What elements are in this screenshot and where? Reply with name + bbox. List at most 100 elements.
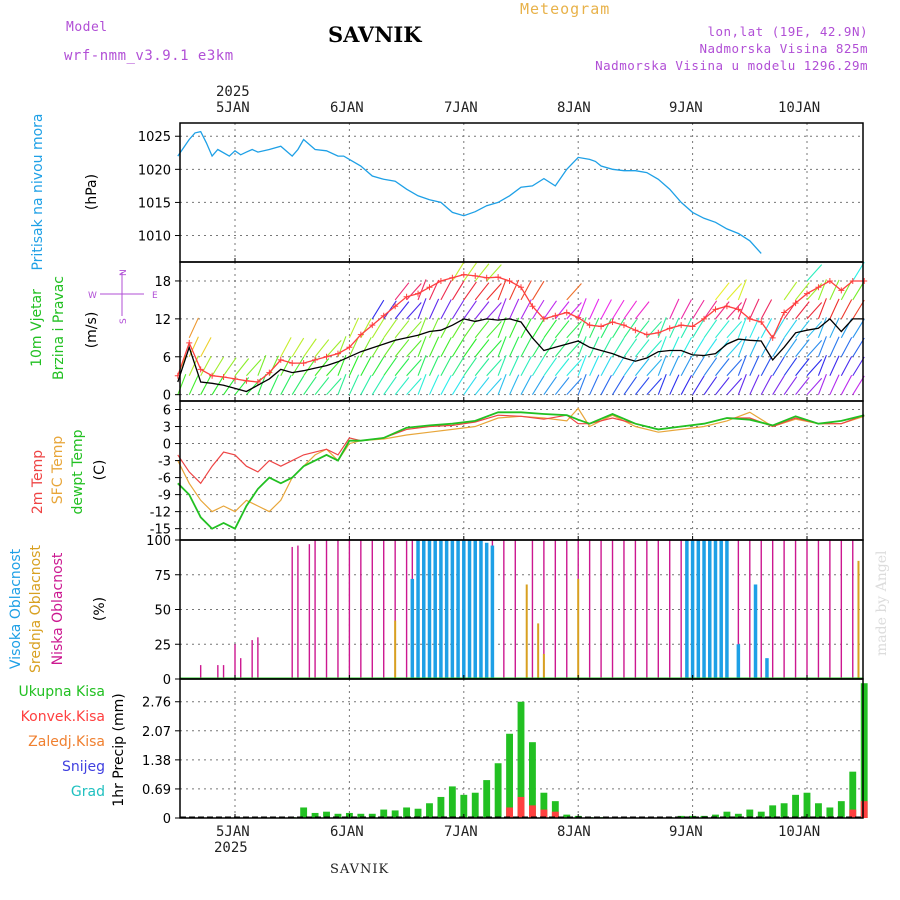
wind-arrow [817, 279, 827, 301]
cloud-bar-niska-oblacnost [657, 540, 659, 679]
wind-gust-marker [334, 350, 341, 357]
wind-gust-marker [575, 314, 582, 321]
cloud-bar-niska-oblacnost [623, 540, 625, 679]
wind-gust-marker [746, 315, 753, 322]
wind-arrow [737, 298, 747, 320]
cloud-bar-niska-oblacnost [199, 665, 202, 679]
conv-precip-bar [551, 811, 559, 818]
wind-arrow [600, 356, 612, 376]
cloud-bar-visoka-oblacnost [462, 540, 466, 679]
sfc-temp-ylabel: SFC Temp [50, 436, 66, 505]
wind-gust-marker [712, 306, 719, 313]
wind-arrow [200, 356, 212, 376]
cloud-bar-visoka-oblacnost [702, 540, 706, 679]
wind-arrow [772, 375, 785, 395]
wind-unit-label: (m/s) [84, 312, 100, 349]
pressure-ytick-label-1: 1015 [138, 196, 171, 211]
cloud-bar-niska-oblacnost [600, 540, 602, 679]
temperature-ytick-label-5: 0 [163, 438, 171, 453]
wind-arrow [737, 317, 747, 339]
wind-arrow [326, 377, 342, 396]
cloud-bar-niska-oblacnost [852, 540, 854, 679]
temperature-ytick-label-0: -15 [150, 523, 171, 538]
wind-arrow [623, 338, 638, 358]
cloud-bar-visoka-oblacnost [450, 540, 455, 679]
wind-gust-marker [632, 327, 639, 334]
precip-bar [815, 803, 822, 818]
wind-arrow [715, 358, 730, 377]
temperature-ytick-label-4: -3 [158, 455, 171, 470]
wind-arrow [280, 375, 292, 395]
temperature-ytick-label-2: -9 [158, 489, 171, 504]
wind-arrow [669, 298, 680, 320]
pressure-ylabel: Pritisak na nivou mora [30, 113, 46, 270]
wind-arrow [543, 300, 557, 320]
wind-arrow [840, 337, 853, 358]
wind-arrow [211, 375, 225, 395]
wind-arrow [383, 338, 397, 358]
cloud-bar-niska-oblacnost [680, 540, 682, 679]
wind-arrow [669, 355, 680, 376]
wind-arrow [817, 298, 827, 320]
wind-arrow [486, 302, 502, 320]
cloud-bar-visoka-oblacnost [719, 540, 723, 679]
wind-arrow [531, 337, 545, 358]
wind-arrow [817, 373, 827, 395]
wind-arrow [749, 355, 760, 376]
cloud-bar-niska-oblacnost [531, 540, 534, 679]
day-label-bottom-3: 7JAN [444, 824, 478, 840]
wind-arrow [531, 280, 545, 301]
cloud-bar-niska-oblacnost [325, 540, 328, 679]
wind-arrow [246, 358, 262, 377]
wind-gust-marker [449, 274, 456, 281]
precip-bar [837, 801, 845, 818]
day-label-top-2: 6JAN [330, 100, 364, 116]
conv-precip-bar [540, 809, 548, 818]
wind-gust-marker [723, 303, 730, 310]
wind-arrow [726, 358, 743, 377]
wind-arrow [726, 283, 743, 301]
precip-bar [323, 811, 330, 818]
clouds-ytick-label-2: 50 [154, 604, 171, 619]
wind-arrow [451, 375, 465, 395]
wind-arrow [428, 298, 440, 320]
wind-arrow [474, 282, 490, 301]
wind-arrow [817, 336, 827, 357]
wind-arrow [554, 320, 570, 339]
precip-bar [746, 809, 754, 818]
wind-arrow [783, 357, 798, 377]
wind-gust-marker [598, 323, 605, 330]
wind-arrow [394, 339, 410, 358]
cloud-bar-niska-oblacnost [251, 640, 253, 679]
wind-arrow [394, 358, 410, 377]
footer-station: SAVNIK [330, 862, 390, 877]
cloud-bar-visoka-oblacnost [467, 540, 472, 679]
wind-arrow [657, 317, 667, 339]
wind-arrow [772, 356, 785, 377]
wind-arrow [726, 340, 743, 358]
precip-bar [460, 794, 468, 818]
wind-gust-marker [689, 323, 696, 330]
wind-arrow [497, 373, 507, 395]
wind-arrow [474, 263, 490, 282]
wind-arrow [394, 377, 410, 396]
precip-ytick-label-4: 2.76 [142, 696, 171, 711]
cloud-bar-niska-oblacnost [503, 540, 505, 679]
wind-gust-marker [769, 334, 776, 341]
wind-arrow [795, 339, 810, 358]
wind-arrow [577, 355, 587, 376]
wind-arrow [600, 337, 612, 358]
wind-arrow [806, 264, 823, 282]
cloud-bar-niska-oblacnost [348, 540, 351, 679]
wind-gust-marker [483, 274, 490, 281]
wind-arrow [417, 336, 427, 357]
wind-arrow [371, 299, 385, 320]
wind-arrow [589, 298, 600, 320]
wind-arrow [531, 375, 545, 395]
wind-arrow [463, 281, 477, 301]
wind-gust-marker [666, 325, 673, 332]
wind-gust-marker [609, 319, 616, 326]
wind-arrow [623, 319, 638, 339]
cloud-bar-srednja-oblacnost [537, 623, 540, 679]
